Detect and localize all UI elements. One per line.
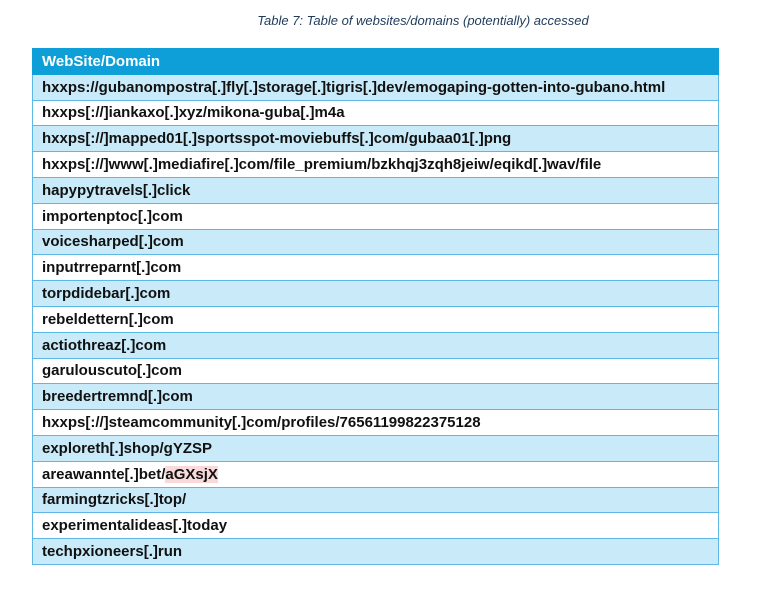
table-row: hxxps[://]www[.]mediafire[.]com/file_pre…: [32, 151, 719, 178]
domain-cell: voicesharped[.]com: [32, 228, 719, 256]
domain-cell: garulouscuto[.]com: [32, 357, 719, 385]
domain-cell: inputrreparnt[.]com: [32, 254, 719, 282]
table-row: areawannte[.]bet/aGXsjX: [32, 460, 719, 488]
table-caption: Table 7: Table of websites/domains (pote…: [257, 13, 589, 28]
column-header-website-domain: WebSite/Domain: [32, 48, 719, 75]
domains-table: WebSite/Domain hxxps://gubanompostra[.]f…: [32, 48, 719, 565]
table-row: importenptoc[.]com: [32, 202, 719, 230]
table-row: hapypytravels[.]click: [32, 176, 719, 204]
table-row: hxxps[://]iankaxo[.]xyz/mikona-guba[.]m4…: [32, 99, 719, 127]
domain-cell: hxxps[://]steamcommunity[.]com/profiles/…: [32, 409, 719, 436]
table-row: garulouscuto[.]com: [32, 357, 719, 385]
domain-cell: rebeldettern[.]com: [32, 305, 719, 333]
domain-cell: areawannte[.]bet/aGXsjX: [32, 460, 719, 488]
table-row: exploreth[.]shop/gYZSP: [32, 434, 719, 462]
table-row: hxxps://gubanompostra[.]fly[.]storage[.]…: [32, 73, 719, 101]
table-row: actiothreaz[.]com: [32, 331, 719, 359]
domain-cell: hxxps://gubanompostra[.]fly[.]storage[.]…: [32, 73, 719, 101]
highlighted-text: aGXsjX: [165, 465, 218, 483]
domain-cell: techpxioneers[.]run: [32, 538, 719, 565]
domain-cell: actiothreaz[.]com: [32, 331, 719, 359]
table-row: inputrreparnt[.]com: [32, 254, 719, 282]
table-row: farmingtzricks[.]top/: [32, 486, 719, 514]
domain-cell: torpdidebar[.]com: [32, 280, 719, 307]
domain-cell: hxxps[://]mapped01[.]sportsspot-moviebuf…: [32, 125, 719, 153]
domain-cell: hxxps[://]www[.]mediafire[.]com/file_pre…: [32, 151, 719, 178]
table-row: techpxioneers[.]run: [32, 538, 719, 565]
table-row: breedertremnd[.]com: [32, 383, 719, 411]
table-row: experimentalideas[.]today: [32, 512, 719, 540]
domain-cell: breedertremnd[.]com: [32, 383, 719, 411]
table-row: torpdidebar[.]com: [32, 280, 719, 307]
table-row: rebeldettern[.]com: [32, 305, 719, 333]
table-row: voicesharped[.]com: [32, 228, 719, 256]
domain-cell: farmingtzricks[.]top/: [32, 486, 719, 514]
domain-cell: hapypytravels[.]click: [32, 176, 719, 204]
domain-cell: experimentalideas[.]today: [32, 512, 719, 540]
table-row: hxxps[://]steamcommunity[.]com/profiles/…: [32, 409, 719, 436]
domain-cell: exploreth[.]shop/gYZSP: [32, 434, 719, 462]
domain-cell: importenptoc[.]com: [32, 202, 719, 230]
table-row: hxxps[://]mapped01[.]sportsspot-moviebuf…: [32, 125, 719, 153]
domain-cell: hxxps[://]iankaxo[.]xyz/mikona-guba[.]m4…: [32, 99, 719, 127]
